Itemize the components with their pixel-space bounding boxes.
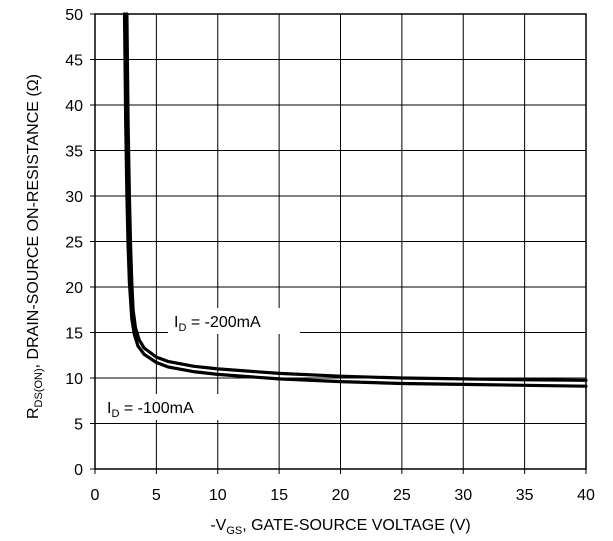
x-tick-label: 15: [270, 487, 288, 504]
y-tick-label: 50: [65, 7, 83, 24]
x-tick-label: 5: [152, 487, 161, 504]
y-tick-label: 35: [65, 144, 83, 161]
series-label-100mA: ID = -100mA: [107, 400, 194, 420]
y-tick-label: 30: [65, 189, 83, 206]
y-tick-label: 40: [65, 98, 83, 115]
series-line-1: [122, 12, 588, 388]
x-tick-label: 35: [516, 487, 534, 504]
x-tick-label: 30: [454, 487, 472, 504]
y-tick-label: 20: [65, 280, 83, 297]
y-tick-label: 45: [65, 53, 83, 70]
x-tick-label: 0: [91, 487, 100, 504]
y-axis-title: RDS(ON), DRAIN-SOURCE ON-RESISTANCE (Ω): [25, 74, 45, 419]
series-line-0: [125, 12, 588, 382]
x-tick-labels: 0 5 10 15 20 25 30 35 40: [91, 487, 595, 504]
x-tick-label: 40: [577, 487, 595, 504]
y-tick-labels: 0 5 10 15 20 25 30 35 40 45 50: [65, 7, 83, 479]
x-tick-label: 10: [209, 487, 227, 504]
y-tick-label: 0: [74, 462, 83, 479]
series-label-bg-100mA: [101, 394, 227, 420]
y-tick-label: 5: [74, 417, 83, 434]
series-group: [122, 12, 588, 388]
x-tick-label: 25: [393, 487, 411, 504]
x-axis-title: -VGS, GATE-SOURCE VOLTAGE (V): [210, 517, 470, 537]
series-label-200mA: ID = -200mA: [174, 314, 261, 334]
y-tick-label: 10: [65, 371, 83, 388]
y-tick-label: 15: [65, 326, 83, 343]
plot-frame: [94, 13, 587, 470]
series-label-bg-200mA: [168, 308, 300, 334]
y-tick-label: 25: [65, 235, 83, 252]
grid: [90, 13, 587, 474]
x-tick-label: 20: [332, 487, 350, 504]
